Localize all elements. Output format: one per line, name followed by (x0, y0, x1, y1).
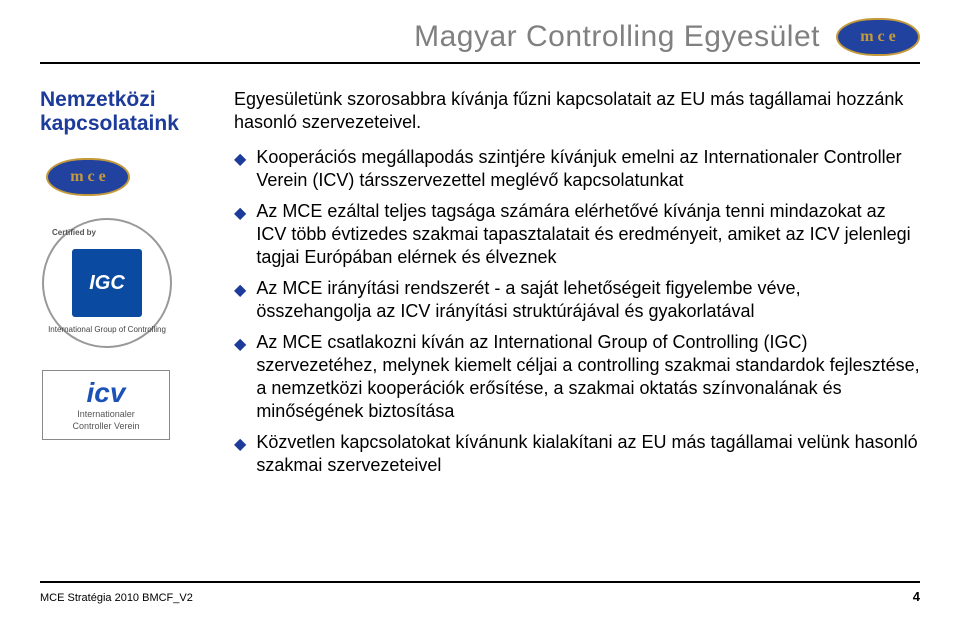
bullet-text: Kooperációs megállapodás szintjére kíván… (256, 146, 920, 192)
sidebar: Nemzetközi kapcsolataink m c e Certified… (40, 88, 208, 485)
logo-letter-e: e (99, 168, 106, 186)
igc-inner: IGC (72, 249, 142, 317)
bullet-marker-icon: ◆ (234, 434, 246, 454)
logo-letter-m: m (860, 28, 873, 46)
bullet-marker-icon: ◆ (234, 280, 246, 300)
igc-badge-icon: Certified by IGC International Group of … (42, 218, 172, 348)
bullet-item: ◆ Az MCE ezáltal teljes tagsága számára … (234, 200, 920, 269)
logo-letter-m: m (70, 168, 83, 186)
bullet-item: ◆ Az MCE csatlakozni kíván az Internatio… (234, 331, 920, 423)
intro-text: Egyesületünk szorosabbra kívánja fűzni k… (234, 88, 920, 134)
bullet-list: ◆ Kooperációs megállapodás szintjére kív… (234, 146, 920, 477)
logo-letter-c: c (878, 28, 885, 46)
slide-header: Magyar Controlling Egyesület m c e (40, 18, 920, 56)
logo-letter-c: c (88, 168, 95, 186)
igc-certified-text: Certified by (52, 228, 96, 237)
logo-letter-e: e (889, 28, 896, 46)
slide: Magyar Controlling Egyesület m c e Nemze… (0, 0, 960, 622)
mce-logo-icon: m c e (836, 18, 920, 56)
bullet-item: ◆ Kooperációs megállapodás szintjére kív… (234, 146, 920, 192)
bullet-marker-icon: ◆ (234, 203, 246, 223)
bullet-item: ◆ Az MCE irányítási rendszerét - a saját… (234, 277, 920, 323)
igc-label: IGC (89, 272, 125, 295)
footer-text: MCE Stratégia 2010 BMCF_V2 (40, 592, 193, 604)
sidebar-title-line2: kapcsolataink (40, 112, 179, 135)
slide-footer: MCE Stratégia 2010 BMCF_V2 4 (40, 581, 920, 604)
slide-title: Magyar Controlling Egyesület (414, 20, 820, 54)
bullet-text: Közvetlen kapcsolatokat kívánunk kialakí… (256, 431, 920, 477)
icv-sub1: Internationaler (49, 409, 163, 419)
bullet-marker-icon: ◆ (234, 334, 246, 354)
page-number: 4 (913, 589, 920, 604)
bullet-marker-icon: ◆ (234, 149, 246, 169)
header-divider (40, 62, 920, 64)
bullet-text: Az MCE csatlakozni kíván az Internationa… (256, 331, 920, 423)
icv-sub2: Controller Verein (49, 421, 163, 431)
content-area: Nemzetközi kapcsolataink m c e Certified… (40, 88, 920, 485)
icv-label: icv (49, 379, 163, 407)
bullet-item: ◆ Közvetlen kapcsolatokat kívánunk kiala… (234, 431, 920, 477)
mce-logo-small-icon: m c e (46, 158, 130, 196)
icv-badge-icon: icv Internationaler Controller Verein (42, 370, 170, 440)
igc-group-text: International Group of Controlling (44, 325, 170, 334)
bullet-text: Az MCE irányítási rendszerét - a saját l… (256, 277, 920, 323)
sidebar-title: Nemzetközi kapcsolataink (40, 88, 208, 136)
main-content: Egyesületünk szorosabbra kívánja fűzni k… (234, 88, 920, 485)
sidebar-title-line1: Nemzetközi (40, 88, 156, 111)
bullet-text: Az MCE ezáltal teljes tagsága számára el… (256, 200, 920, 269)
